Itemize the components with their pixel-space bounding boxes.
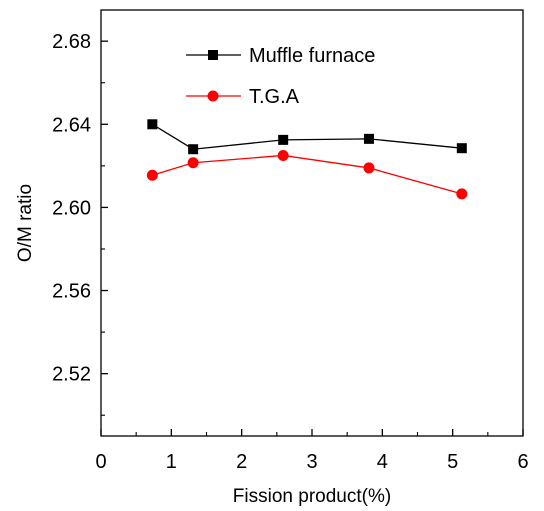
legend-label: Muffle furnace (249, 45, 375, 67)
series-2 (146, 149, 468, 200)
data-point (277, 149, 289, 161)
data-point (147, 119, 158, 130)
series-1 (147, 119, 467, 155)
ticks-layer: 0 1 2 3 4 5 6 2.52 2.56 2.60 2.64 2.68 (52, 31, 529, 473)
legend: Muffle furnace T.G.A (186, 45, 375, 108)
x-tick-label: 4 (377, 451, 388, 473)
data-point (456, 188, 468, 200)
series-line (152, 154, 462, 195)
data-point (278, 134, 289, 145)
x-tick-label: 2 (236, 451, 247, 473)
y-tick-label: 2.68 (52, 31, 91, 53)
data-point (363, 133, 374, 144)
x-tick-label: 1 (166, 451, 177, 473)
y-tick-label: 2.60 (52, 197, 91, 219)
x-tick-label: 3 (306, 451, 317, 473)
series-layer (146, 119, 468, 200)
data-point (456, 143, 467, 154)
data-point (187, 157, 199, 169)
legend-marker (208, 50, 218, 60)
legend-item: T.G.A (186, 86, 300, 108)
series-line (152, 123, 462, 150)
x-tick-label: 0 (95, 451, 106, 473)
x-tick-label: 6 (517, 451, 528, 473)
y-tick-label: 2.64 (52, 114, 91, 136)
plot-frame (100, 9, 524, 437)
x-axis-title: Fission product(%) (233, 486, 391, 507)
y-axis-title: O/M ratio (15, 184, 36, 262)
y-tick-label: 2.52 (52, 364, 91, 386)
legend-label: T.G.A (249, 86, 300, 108)
data-point (146, 169, 158, 181)
data-point (188, 144, 199, 155)
y-tick-label: 2.56 (52, 281, 91, 303)
data-point (363, 162, 375, 174)
x-tick-label: 5 (447, 451, 458, 473)
legend-item: Muffle furnace (186, 45, 375, 67)
legend-marker (207, 90, 219, 102)
